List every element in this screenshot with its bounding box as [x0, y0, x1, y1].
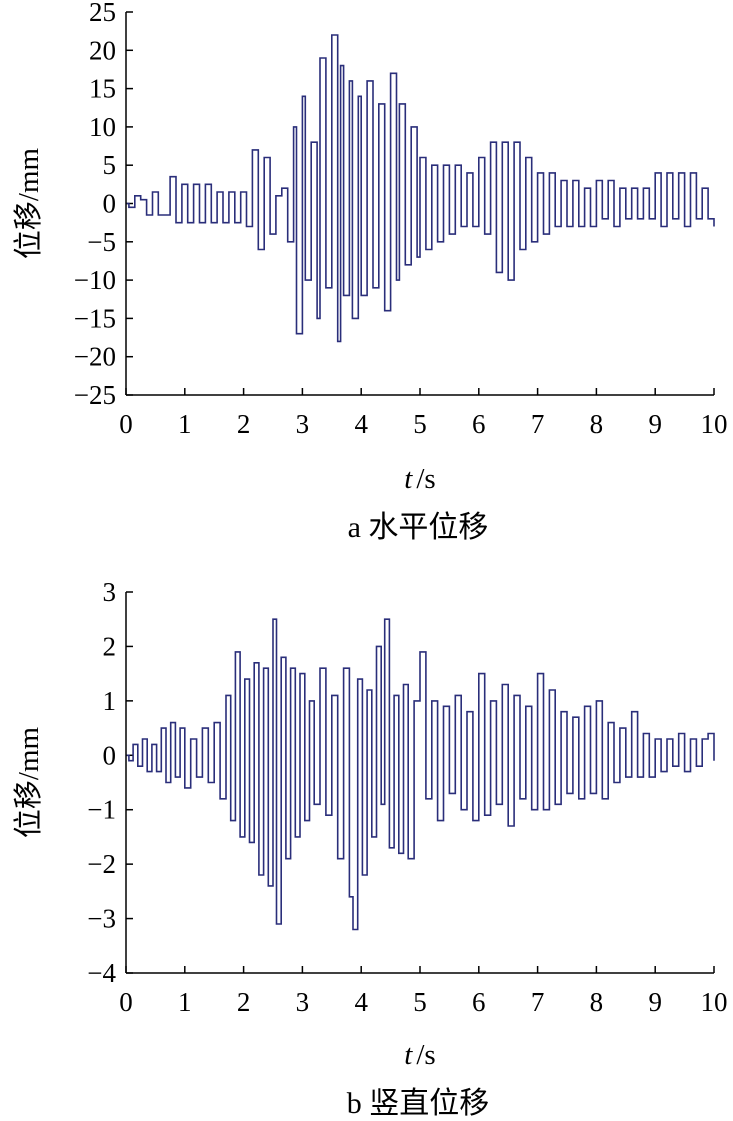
- y-tick-label: 3: [103, 577, 117, 607]
- x-tick-label: 2: [237, 987, 251, 1017]
- y-tick-label: −2: [87, 849, 116, 879]
- x-axis-variable: t: [404, 1039, 413, 1071]
- x-axis-ticks: 0 1 2 3 4 5 6 7 8 9 10: [119, 388, 728, 439]
- x-tick-label: 1: [178, 409, 192, 439]
- x-tick-label: 0: [119, 987, 133, 1017]
- x-tick-label: 3: [296, 409, 310, 439]
- y-tick-label: −4: [87, 958, 116, 988]
- x-tick-label: 7: [531, 987, 545, 1017]
- y-tick-label: −20: [74, 342, 116, 372]
- x-tick-label: 2: [237, 409, 251, 439]
- x-axis-ticks: 0 1 2 3 4 5 6 7 8 9 10: [119, 966, 728, 1017]
- x-tick-label: 4: [354, 987, 368, 1017]
- y-tick-label: −1: [87, 795, 116, 825]
- x-tick-label: 9: [648, 987, 662, 1017]
- x-tick-label: 4: [354, 409, 368, 439]
- y-tick-label: −10: [74, 265, 116, 295]
- y-tick-label: 10: [89, 112, 116, 142]
- y-tick-label: −15: [74, 303, 116, 333]
- x-tick-label: 1: [178, 987, 192, 1017]
- y-tick-label: −5: [87, 227, 116, 257]
- series-line: [126, 34, 715, 343]
- x-tick-label: 3: [296, 987, 310, 1017]
- y-tick-label: −25: [74, 380, 116, 410]
- y-tick-label: 5: [103, 150, 117, 180]
- x-axis-title: t/s: [404, 463, 435, 495]
- chart-caption: b 竖直位移: [347, 1087, 490, 1120]
- y-tick-label: −3: [87, 904, 116, 934]
- x-tick-label: 5: [413, 409, 427, 439]
- x-axis-variable: t: [404, 463, 413, 495]
- x-axis-unit: /s: [416, 463, 435, 495]
- x-tick-label: 9: [648, 409, 662, 439]
- x-tick-label: 6: [472, 409, 486, 439]
- y-tick-label: 2: [103, 631, 117, 661]
- x-tick-label: 6: [472, 987, 486, 1017]
- y-tick-label: 15: [89, 74, 116, 104]
- x-tick-label: 0: [119, 409, 133, 439]
- y-axis-title: 位移/mm: [12, 147, 45, 259]
- x-tick-label: 10: [701, 409, 728, 439]
- x-tick-label: 5: [413, 987, 427, 1017]
- y-tick-label: 20: [89, 35, 116, 65]
- chart-caption: a 水平位移: [348, 511, 489, 544]
- y-axis-ticks: 25 20 15 10 5 0 −5 −10 −15 −20 −25: [74, 0, 133, 410]
- y-tick-label: 0: [103, 740, 117, 770]
- y-tick-label: 25: [89, 0, 116, 27]
- y-tick-label: 0: [103, 189, 117, 219]
- series-line: [126, 618, 715, 931]
- x-tick-label: 8: [590, 409, 604, 439]
- x-axis-title: t/s: [404, 1039, 435, 1071]
- x-tick-label: 7: [531, 409, 545, 439]
- y-axis-title: 位移/mm: [12, 726, 45, 838]
- y-tick-label: 1: [103, 686, 117, 716]
- y-axis-ticks: 3 2 1 0 −1 −2 −3 −4: [87, 577, 133, 988]
- chart-horizontal-displacement: 25 20 15 10 5 0 −5 −10 −15 −20 −25 0 1 2 3 4 5 6 7 8 9 10 位移…: [12, 0, 728, 544]
- x-axis-unit: /s: [416, 1039, 435, 1071]
- x-tick-label: 8: [590, 987, 604, 1017]
- x-tick-label: 10: [701, 987, 728, 1017]
